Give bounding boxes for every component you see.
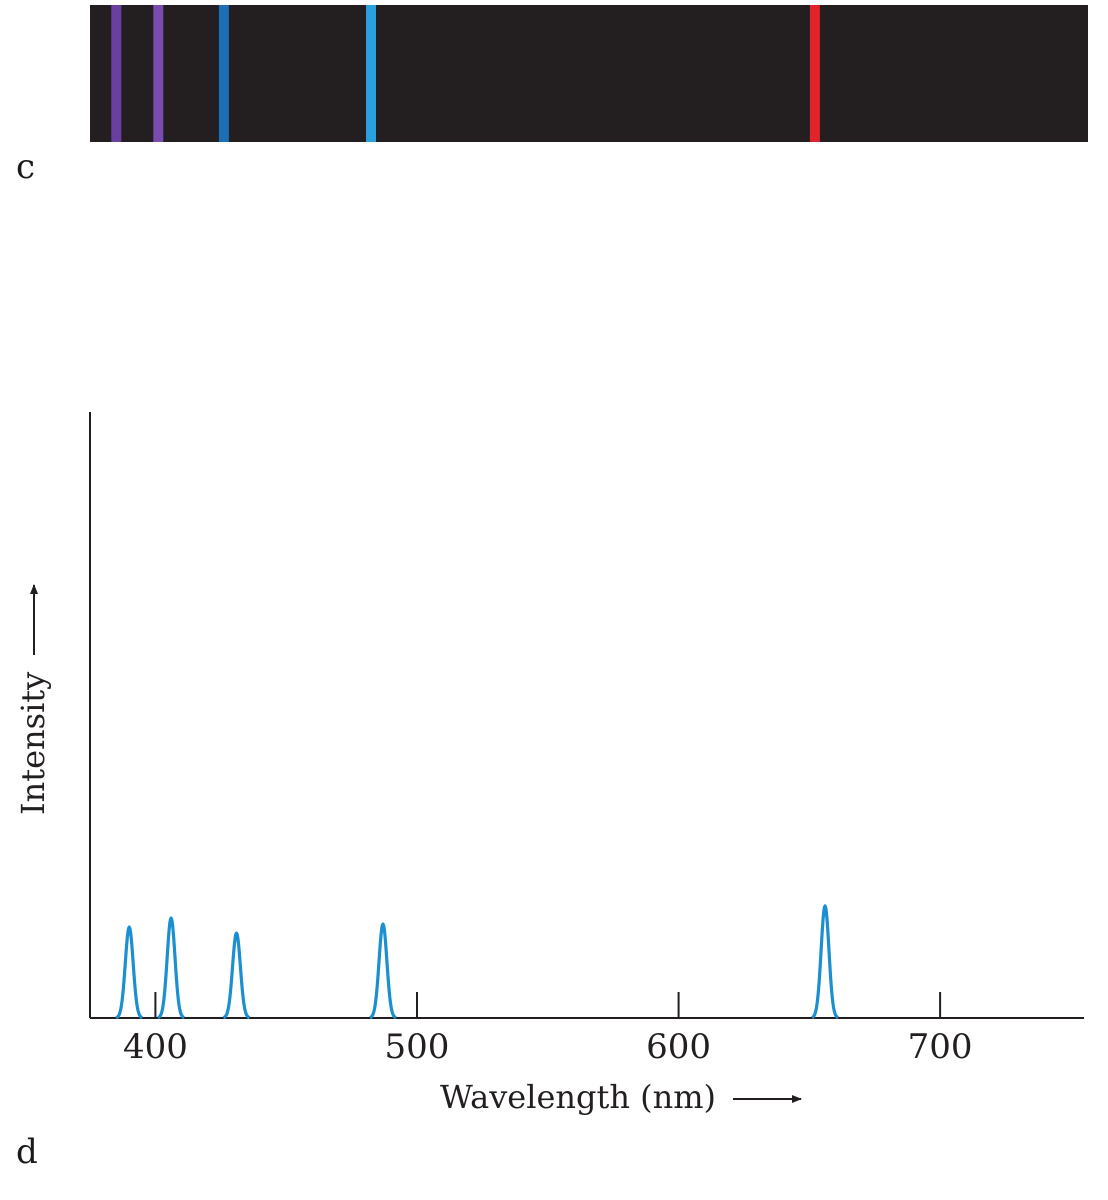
x-tick-label-700: 700 [908, 1027, 973, 1067]
spectrum-strip-background [90, 5, 1088, 142]
peak-487 [368, 922, 397, 1020]
emission-spectrum-strip [90, 5, 1088, 142]
y-axis-title: Intensity [14, 584, 52, 815]
panel-label-d: d [16, 1132, 38, 1172]
peak-656 [811, 904, 840, 1020]
x-axis-ticks: 400 500 600 700 [123, 992, 973, 1067]
spectral-line-656 [809, 5, 820, 142]
spectral-line-390 [111, 5, 122, 142]
x-tick-label-400: 400 [123, 1027, 188, 1067]
x-axis-title: Wavelength (nm) [440, 1078, 802, 1116]
spectrum-strip-lines [111, 5, 820, 142]
panel-label-c: c [16, 147, 35, 187]
spectral-line-487 [366, 5, 376, 142]
y-axis-label: Intensity [14, 672, 52, 815]
spectral-line-406 [153, 5, 164, 142]
x-tick-label-500: 500 [385, 1027, 450, 1067]
peak-406 [157, 916, 186, 1020]
spectral-line-431 [218, 5, 229, 142]
peak-390 [115, 925, 144, 1020]
x-tick-label-600: 600 [646, 1027, 711, 1067]
spectrum-peaks [115, 904, 840, 1020]
intensity-plot: 400 500 600 700 Wavelength (nm) Intensity [14, 412, 1084, 1116]
x-axis-label: Wavelength (nm) [440, 1078, 716, 1116]
peak-431 [222, 931, 251, 1020]
